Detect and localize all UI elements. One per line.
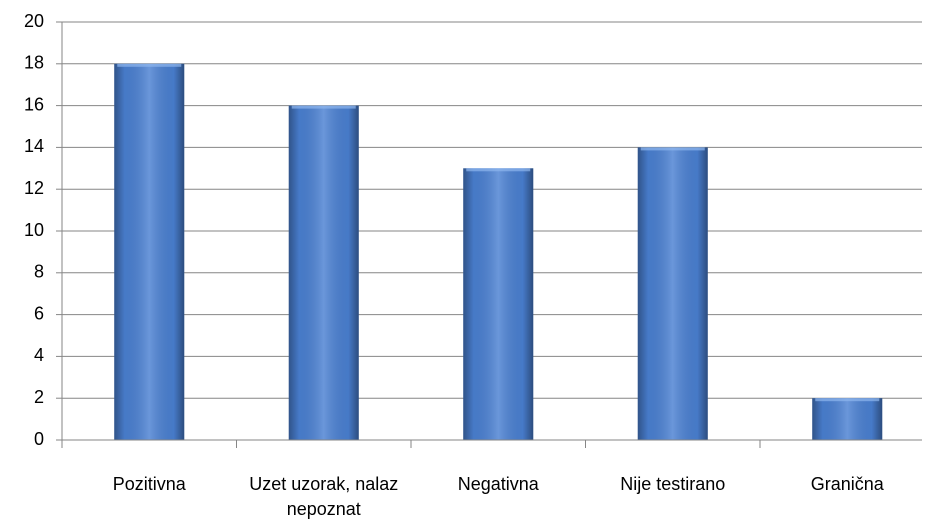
y-tick-label: 8 — [34, 262, 44, 282]
y-tick-label: 14 — [24, 136, 44, 156]
bar-top — [291, 105, 356, 109]
bar-top — [466, 168, 531, 172]
y-tick-label: 4 — [34, 345, 44, 365]
bar-shade — [114, 63, 185, 441]
bar-top — [815, 398, 880, 402]
y-tick-label: 20 — [24, 11, 44, 31]
y-tick-label: 2 — [34, 387, 44, 407]
y-tick-label: 16 — [24, 94, 44, 114]
y-tick-label: 18 — [24, 53, 44, 73]
y-tick-label: 0 — [34, 429, 44, 449]
x-tick-label: Negativna — [457, 474, 539, 494]
x-tick-label: Nije testirano — [620, 474, 726, 494]
x-tick-label: Granična — [810, 474, 884, 494]
bar-shade — [812, 398, 883, 440]
bar-shade — [288, 105, 359, 440]
bar-top — [640, 147, 705, 151]
y-tick-label: 10 — [24, 220, 44, 240]
x-tick-label: Uzet uzorak, nalaz nepoznat — [249, 474, 399, 519]
y-tick-label: 6 — [34, 303, 44, 323]
bar-top — [117, 63, 182, 67]
bar-shade — [463, 168, 534, 441]
y-tick-label: 12 — [24, 178, 44, 198]
x-tick-label: Pozitivna — [112, 474, 186, 494]
bar-shade — [637, 147, 708, 440]
